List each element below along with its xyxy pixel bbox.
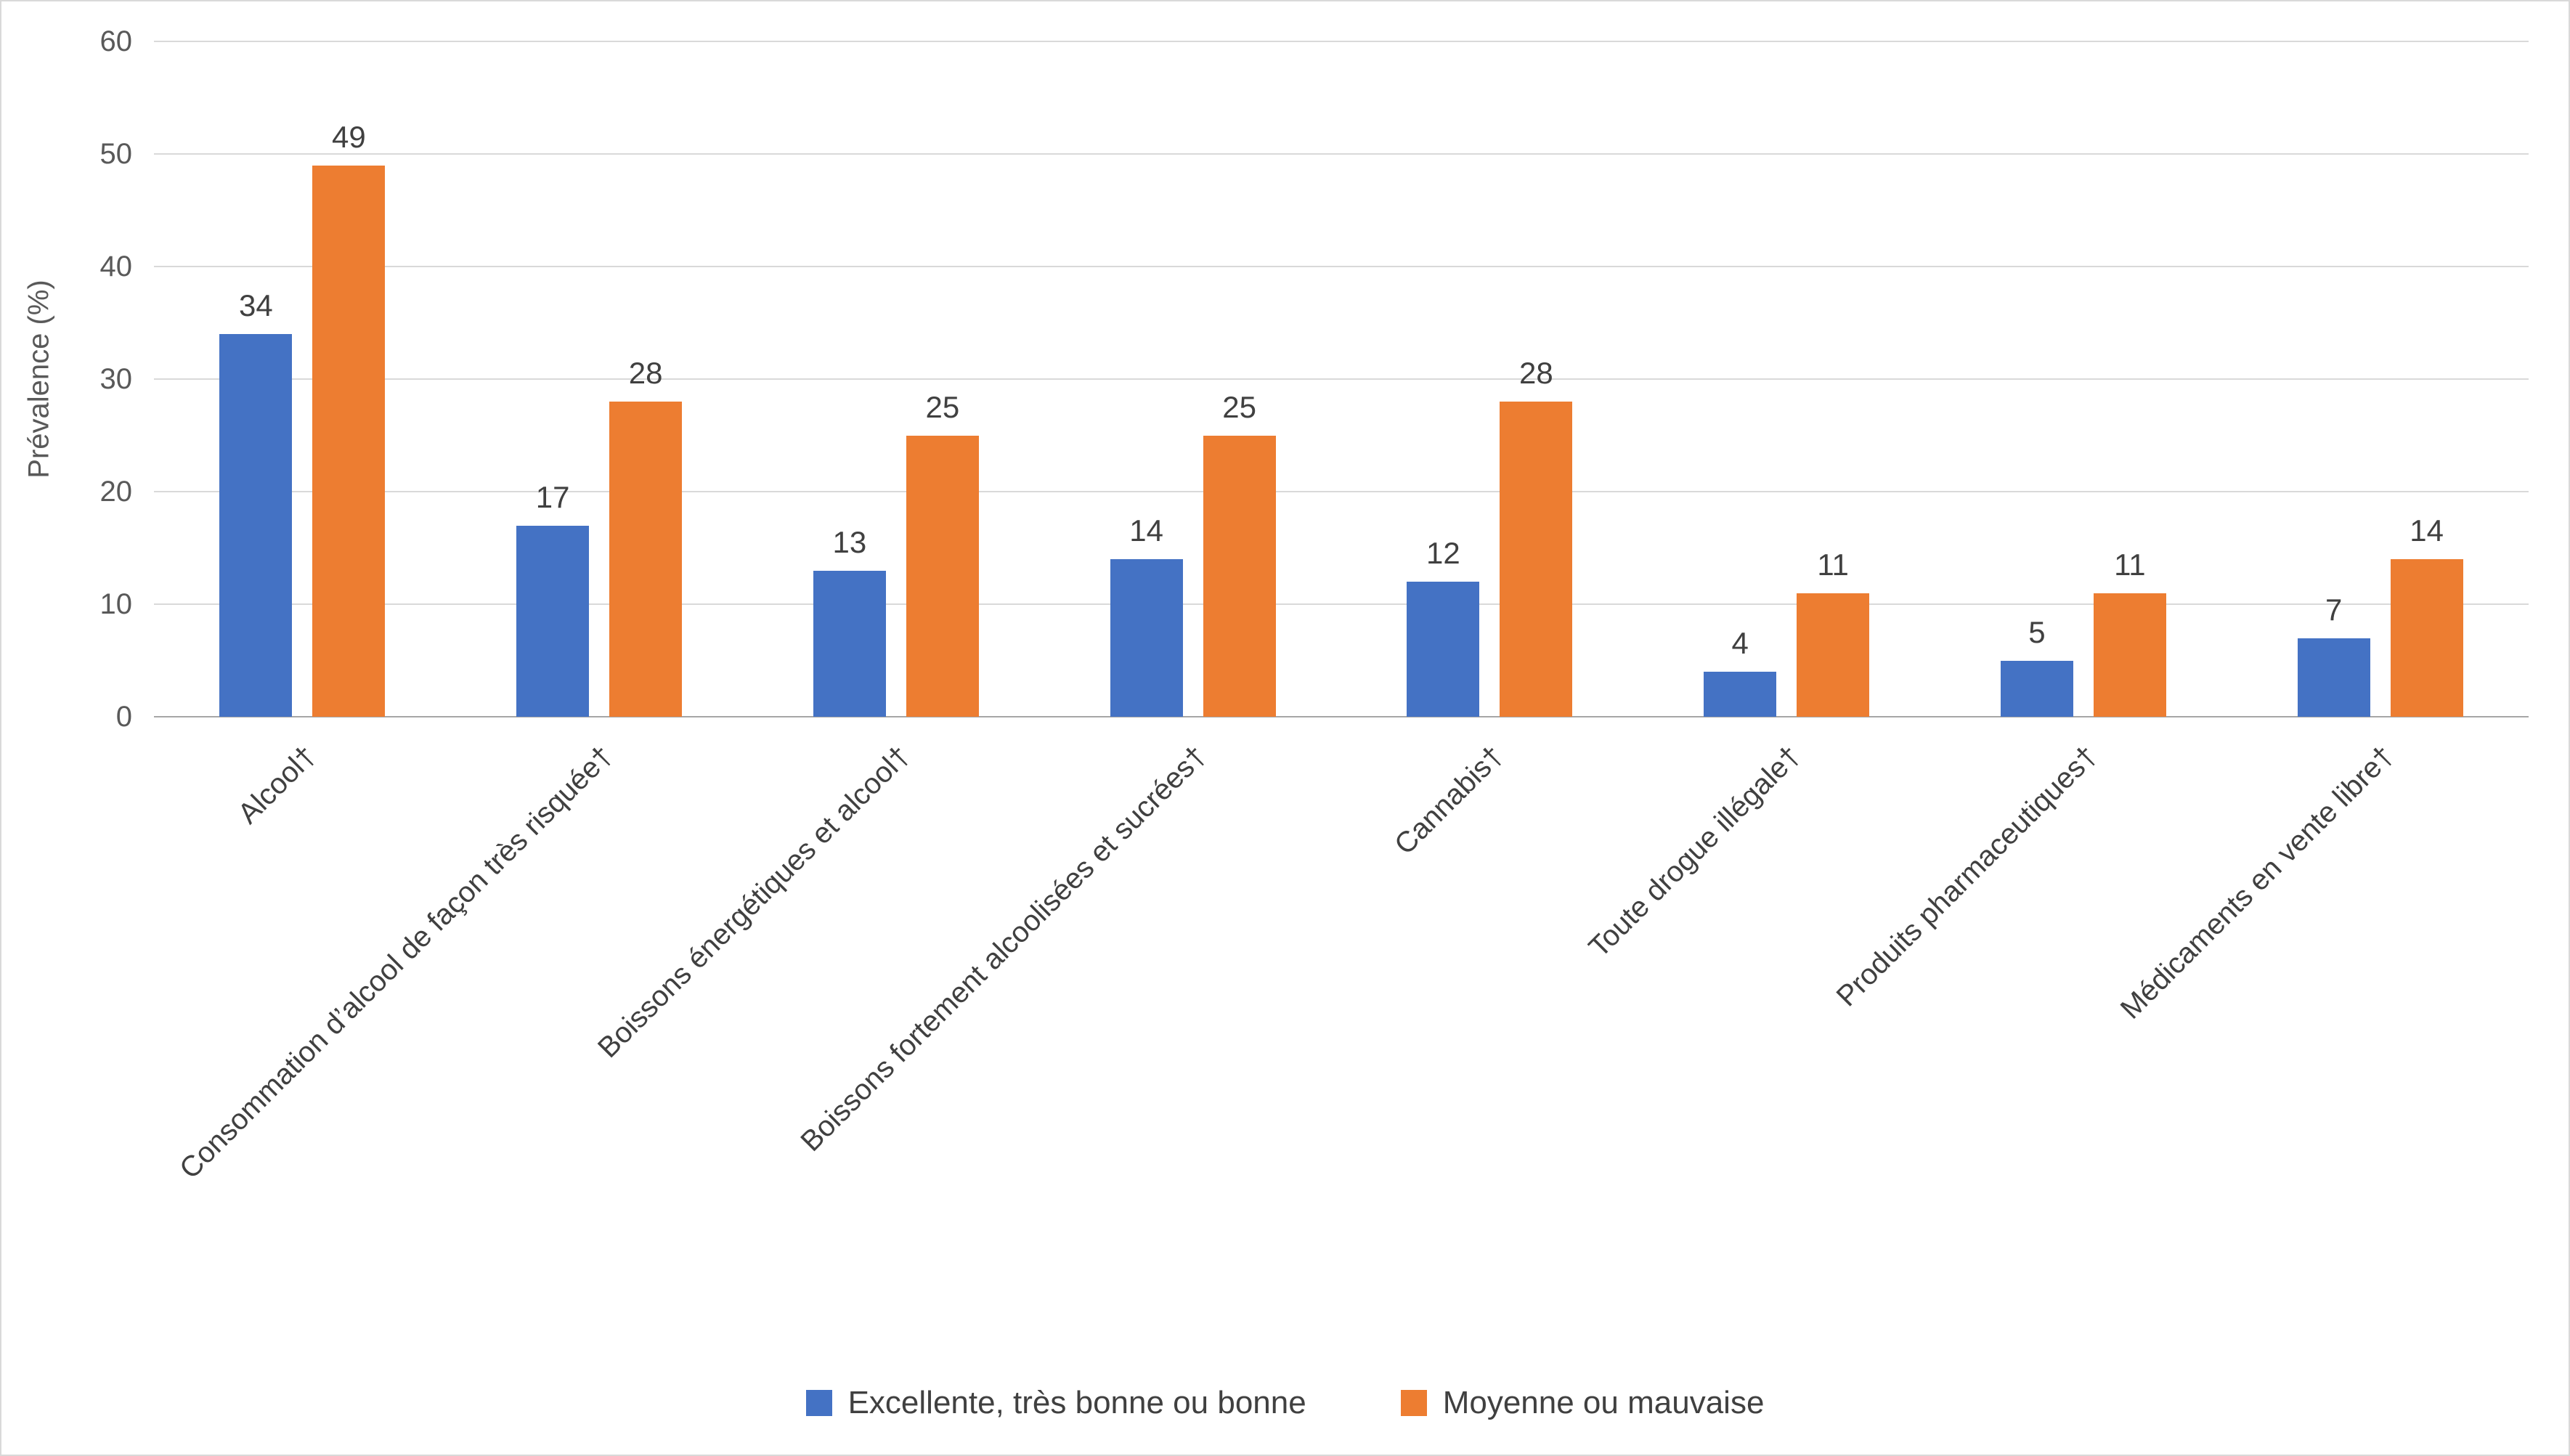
x-axis-line xyxy=(154,716,2529,717)
bar-series-1 xyxy=(2000,660,2073,717)
gridline xyxy=(154,266,2529,267)
bar-value-label: 25 xyxy=(925,389,960,424)
bar-value-label: 14 xyxy=(2410,513,2444,548)
legend-item: Moyenne ou mauvaise xyxy=(1400,1385,1765,1421)
bar-series-1 xyxy=(219,334,293,717)
bar-value-label: 25 xyxy=(1222,389,1256,424)
bar-series-2 xyxy=(2390,559,2463,717)
bar-value-label: 49 xyxy=(332,119,366,154)
y-tick-label: 60 xyxy=(99,25,133,57)
bar-series-1 xyxy=(1110,559,1183,717)
bar-value-label: 5 xyxy=(2028,614,2046,649)
bar-series-2 xyxy=(906,435,979,717)
bar-value-label: 13 xyxy=(832,524,867,559)
legend-item: Excellente, très bonne ou bonne xyxy=(805,1385,1306,1421)
bar-series-1 xyxy=(516,525,590,717)
legend-swatch xyxy=(805,1390,832,1416)
bar-value-label: 34 xyxy=(239,288,273,322)
bar-value-label: 11 xyxy=(1817,547,1849,582)
bar-value-label: 4 xyxy=(1731,626,1749,660)
gridline xyxy=(154,491,2529,492)
category-label: Médicaments en vente libre† xyxy=(2115,740,2400,1025)
bar-value-label: 14 xyxy=(1129,513,1163,548)
gridline xyxy=(154,603,2529,605)
y-tick-label: 0 xyxy=(115,701,132,733)
y-tick-label: 40 xyxy=(99,251,133,282)
gridline xyxy=(154,153,2529,155)
y-tick-label: 10 xyxy=(99,588,133,620)
bar-series-2 xyxy=(2093,593,2166,717)
bar-value-label: 11 xyxy=(2114,547,2146,582)
legend-swatch xyxy=(1400,1390,1427,1416)
bar-series-2 xyxy=(1500,402,1573,717)
category-label: Cannabis† xyxy=(1388,740,1510,861)
bar-series-1 xyxy=(2297,638,2370,717)
category-label: Boissons énergétiques et alcool† xyxy=(591,740,916,1065)
legend-label: Excellente, très bonne ou bonne xyxy=(847,1385,1306,1420)
bar-series-2 xyxy=(312,165,386,717)
bar-value-label: 28 xyxy=(1519,356,1553,390)
category-label: Produits pharmaceutiques† xyxy=(1830,740,2103,1013)
bar-value-label: 17 xyxy=(535,479,570,514)
y-tick-label: 30 xyxy=(99,363,133,395)
category-label: Alcool† xyxy=(232,740,322,830)
y-tick-label: 50 xyxy=(99,138,133,170)
gridline xyxy=(154,41,2529,42)
bar-series-2 xyxy=(1797,593,1870,717)
category-label: Toute drogue illégale† xyxy=(1582,740,1807,964)
bar-series-1 xyxy=(813,570,886,717)
bar-series-2 xyxy=(609,402,683,717)
y-tick-label: 20 xyxy=(99,476,133,508)
legend-label: Moyenne ou mauvaise xyxy=(1442,1385,1765,1420)
bar-series-1 xyxy=(1407,582,1480,717)
gridline xyxy=(154,378,2529,380)
bar-series-1 xyxy=(1704,672,1777,717)
bar-value-label: 7 xyxy=(2325,592,2343,627)
legend: Excellente, très bonne ou bonne Moyenne o… xyxy=(1,1385,2569,1421)
bar-series-2 xyxy=(1203,435,1276,717)
bar-value-label: 12 xyxy=(1426,536,1460,570)
bar-value-label: 28 xyxy=(628,356,663,390)
